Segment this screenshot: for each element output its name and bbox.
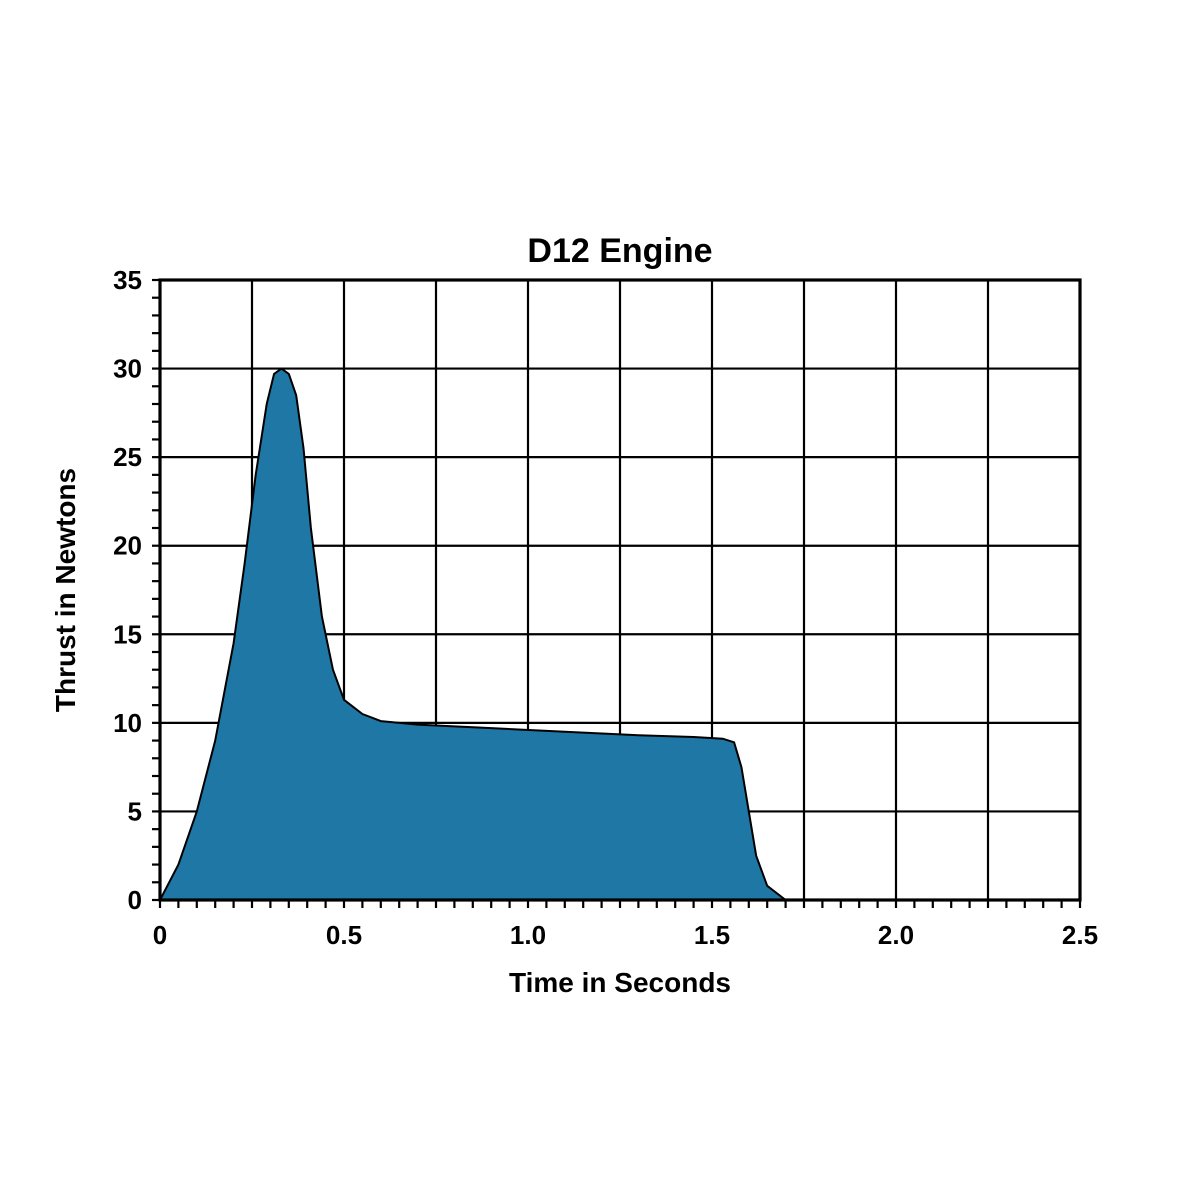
y-tick-label: 0 [128, 885, 142, 915]
x-axis-label: Time in Seconds [509, 967, 731, 998]
x-tick-label: 0 [153, 920, 167, 950]
plot-area: 0 0.5 1.0 1.5 2.0 2.5 0 5 10 15 20 25 30 35 [113, 265, 1098, 950]
y-tick-label: 20 [113, 531, 142, 561]
x-tick-label: 2.5 [1062, 920, 1098, 950]
y-tick-label: 5 [128, 796, 142, 826]
x-tick-label: 1.0 [510, 920, 546, 950]
x-tick-label: 2.0 [878, 920, 914, 950]
chart-title: D12 Engine [527, 232, 712, 270]
x-tick-label: 0.5 [326, 920, 362, 950]
y-tick-label: 35 [113, 265, 142, 295]
y-tick-label: 15 [113, 619, 142, 649]
y-tick-label: 10 [113, 708, 142, 738]
y-tick-label: 25 [113, 442, 142, 472]
thrust-chart: 0 0.5 1.0 1.5 2.0 2.5 0 5 10 15 20 25 30 35 D12 Engin… [0, 0, 1200, 1200]
y-axis-label: Thrust in Newtons [50, 468, 81, 712]
y-tick-label: 30 [113, 354, 142, 384]
x-tick-label: 1.5 [694, 920, 730, 950]
